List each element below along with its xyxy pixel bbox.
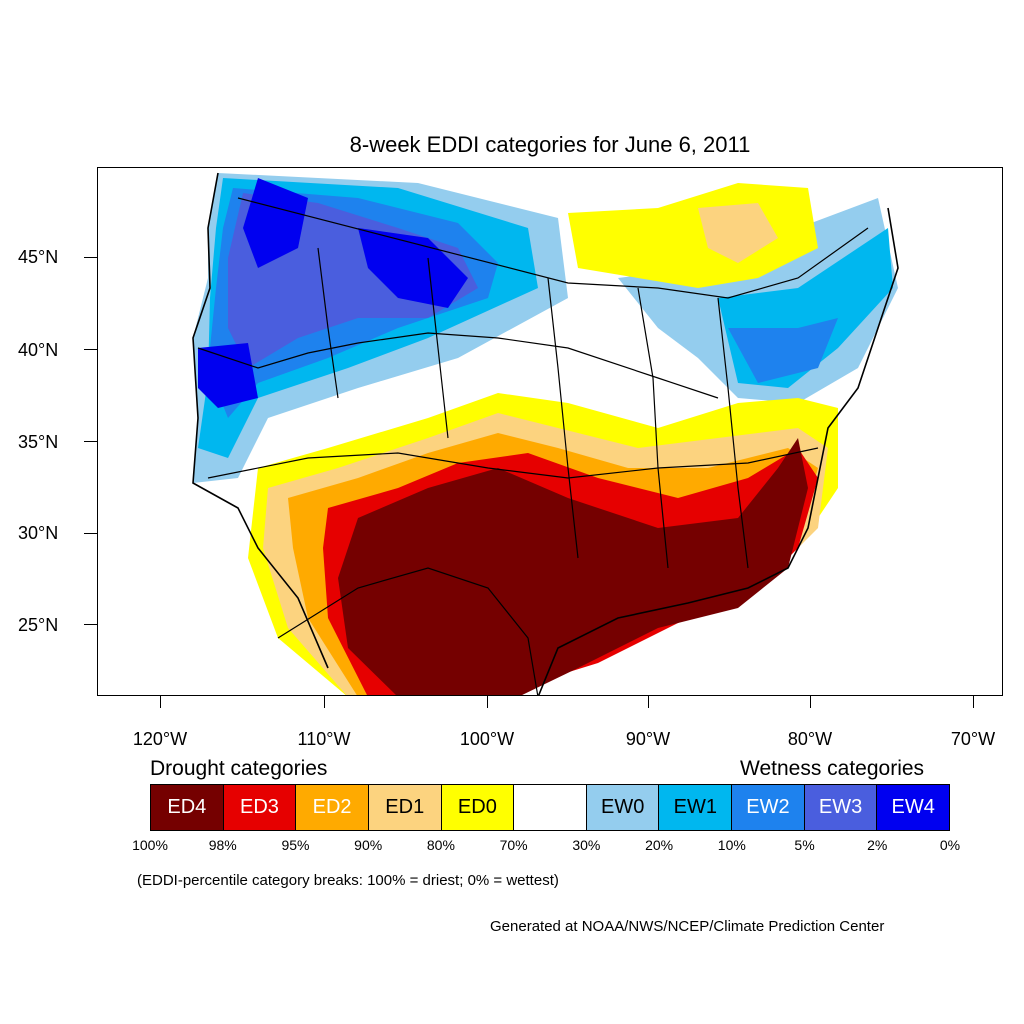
legend-box-ew0: EW0 [586,785,660,830]
lat-label-30: 30°N [18,523,59,543]
percentile-label: 80% [426,837,455,853]
wet-region-nw-ew4-c [198,343,258,408]
credit-text: Generated at NOAA/NWS/NCEP/Climate Predi… [490,918,885,935]
wet-region-nw-ew4-a [243,178,308,268]
percentile-label: 95% [281,837,310,853]
lon-label-110: 110°W [297,729,351,749]
lon-label-120: 120°W [132,729,188,749]
lon-tick [648,696,649,708]
lon-tick [160,696,161,708]
legend-box-ed3: ED3 [223,785,297,830]
lat-tick [84,257,97,258]
lat-tick [84,441,97,442]
drought-categories-heading: Drought categories [150,757,328,780]
percentile-label: 0% [939,837,961,853]
eddi-map [97,167,1003,696]
lon-tick [973,696,974,708]
lat-tick [84,533,97,534]
percentile-label: 2% [867,837,888,853]
wet-region-nw-ew4-b [358,228,468,308]
percentile-label: 100% [132,837,168,853]
legend-box-ew1: EW1 [659,785,733,830]
lon-tick [487,696,488,708]
wetness-categories-heading: Wetness categories [740,757,925,780]
legend-box-ew4: EW4 [877,785,950,830]
legend-box-ew3: EW3 [804,785,878,830]
lon-label-80: 80°W [787,729,833,749]
category-break-note: (EDDI-percentile category breaks: 100% =… [137,872,559,889]
percentile-label: 10% [717,837,746,853]
percentile-label: 30% [572,837,601,853]
percentile-label: 70% [499,837,528,853]
lon-tick [810,696,811,708]
eddi-map-svg [192,172,899,695]
lat-label-25: 25°N [18,615,59,635]
map-title: 8-week EDDI categories for June 6, 2011 [349,132,751,157]
lat-label-40: 40°N [18,340,59,360]
dry-region-canada-ed1 [698,203,778,263]
legend-box-ew2: EW2 [732,785,805,830]
wet-region-ne-ew2 [728,318,838,383]
dry-region-south-ed4 [338,438,808,695]
lon-label-90: 90°W [625,729,671,749]
lat-label-45: 45°N [18,247,59,267]
legend-box-ed1: ED1 [368,785,442,830]
legend-box-ed0: ED0 [441,785,515,830]
lat-tick [84,349,97,350]
legend-color-bar: ED4 ED3 ED2 ED1 ED0 EW0 EW1 EW2 EW3 EW4 [150,784,950,831]
percentile-label: 5% [794,837,815,853]
legend-box-neutral [514,785,587,830]
lat-label-35: 35°N [18,432,59,452]
percentile-label: 20% [645,837,674,853]
lon-tick [324,696,325,708]
boundary-lines [197,197,869,695]
legend-box-ed4: ED4 [151,785,224,830]
percentile-label: 90% [354,837,383,853]
legend-box-ed2: ED2 [296,785,369,830]
coastlines [192,172,899,695]
lon-label-100: 100°W [459,729,515,749]
lon-label-70: 70°W [950,729,996,749]
percentile-label: 98% [208,837,237,853]
lat-tick [84,624,97,625]
